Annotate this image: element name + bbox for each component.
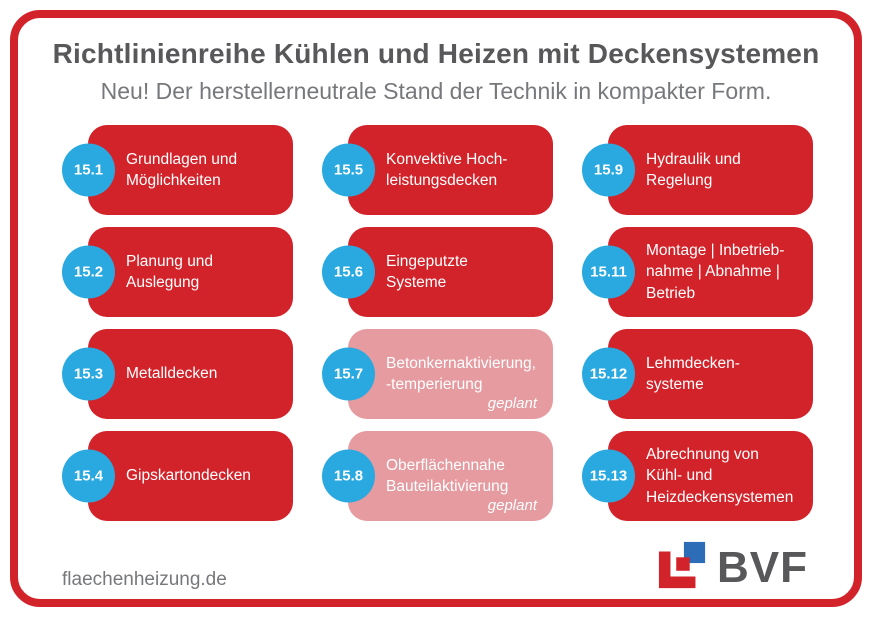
card-label: Oberflächennahe Bauteilaktivierung <box>386 455 508 497</box>
card-label-line: Systeme <box>386 274 447 291</box>
card-15-6: 15.6 Eingeputzte Systeme <box>322 227 553 317</box>
card-label-line: Oberflächennahe <box>386 456 505 474</box>
card-label: Betonkernaktivierung, -temperierung <box>386 353 536 395</box>
chapter-number-badge: 15.7 <box>322 347 375 401</box>
chapter-number-badge: 15.9 <box>582 143 635 197</box>
card-label-line: Lehmdecken- <box>646 354 740 372</box>
website-url: flaechenheizung.de <box>62 569 227 590</box>
chapter-number-badge: 15.12 <box>582 347 635 401</box>
bvf-logo: BVF <box>657 540 808 595</box>
card-label-line: Heizdeckensystemen <box>646 488 794 506</box>
chapter-number-badge: 15.13 <box>582 449 635 503</box>
card-label-line: Montage | Inbetrieb- <box>646 242 785 260</box>
card-15-11: 15.11 Montage | Inbetrieb- nahme | Abnah… <box>582 227 813 317</box>
card-label-line: Metalldecken <box>126 365 218 383</box>
card-label-line: -temperierung <box>386 376 483 393</box>
chapter-number-badge: 15.8 <box>322 449 375 503</box>
chapter-number-badge: 15.4 <box>62 449 115 503</box>
card-label-line: Bauteilaktivierung <box>386 478 509 495</box>
card-15-2: 15.2 Planung und Auslegung <box>62 227 293 317</box>
card-15-13: 15.13 Abrechnung von Kühl- und Heizdecke… <box>582 431 813 521</box>
card-label-line: Gipskartondecken <box>126 467 251 485</box>
card-label: Konvektive Hoch- leistungsdecken <box>386 149 507 191</box>
card-label-line: Eingeputzte <box>386 252 468 270</box>
planned-label: geplant <box>487 395 537 412</box>
card-label-line: Regelung <box>646 172 713 189</box>
card-15-5: 15.5 Konvektive Hoch- leistungsdecken <box>322 125 553 215</box>
bvf-logo-text: BVF <box>717 542 808 592</box>
card-15-12: 15.12 Lehmdecken- systeme <box>582 329 813 419</box>
card-15-9: 15.9 Hydraulik und Regelung <box>582 125 813 215</box>
card-label-line: Betonkernaktivierung, <box>386 354 536 372</box>
card-label: Gipskartondecken <box>126 465 251 486</box>
card-label-line: leistungsdecken <box>386 172 498 189</box>
card-15-8: 15.8 Oberflächennahe Bauteilaktivierung … <box>322 431 553 521</box>
card-label-line: Planung und <box>126 252 214 270</box>
card-label-line: Möglichkeiten <box>126 172 221 189</box>
card-label-line: Betrieb <box>646 284 696 302</box>
card-label: Eingeputzte Systeme <box>386 251 468 293</box>
card-label-line: systeme <box>646 376 704 393</box>
card-label-line: Abrechnung von <box>646 446 759 464</box>
chapter-number-badge: 15.1 <box>62 143 115 197</box>
card-label-line: Hydraulik und <box>646 150 741 168</box>
card-label: Grundlagen und Möglichkeiten <box>126 149 237 191</box>
card-label-line: Auslegung <box>126 274 200 291</box>
chapter-number-badge: 15.6 <box>322 245 375 299</box>
card-label-line: Grundlagen und <box>126 150 238 168</box>
card-label: Abrechnung von Kühl- und Heizdeckensyste… <box>646 444 793 507</box>
card-label-line: Kühl- und <box>646 467 713 485</box>
chapter-number-badge: 15.5 <box>322 143 375 197</box>
chapter-number-badge: 15.3 <box>62 347 115 401</box>
card-15-3: 15.3 Metalldecken <box>62 329 293 419</box>
card-15-7: 15.7 Betonkernaktivierung, -temperierung… <box>322 329 553 419</box>
planned-label: geplant <box>487 497 537 514</box>
chapter-number-badge: 15.11 <box>582 245 635 299</box>
card-label-line: nahme | Abnahme | <box>646 263 780 281</box>
card-label: Montage | Inbetrieb- nahme | Abnahme | B… <box>646 240 784 303</box>
chapter-number-badge: 15.2 <box>62 245 115 299</box>
card-label: Lehmdecken- systeme <box>646 353 740 395</box>
card-label: Metalldecken <box>126 363 217 384</box>
card-grid: 15.1 Grundlagen und Möglichkeiten 15.2 P… <box>62 125 813 521</box>
card-label: Planung und Auslegung <box>126 251 213 293</box>
card-label-line: Konvektive Hoch- <box>386 150 508 168</box>
bvf-logo-icon <box>657 540 707 595</box>
card-15-1: 15.1 Grundlagen und Möglichkeiten <box>62 125 293 215</box>
card-15-4: 15.4 Gipskartondecken <box>62 431 293 521</box>
page-title: Richtlinienreihe Kühlen und Heizen mit D… <box>52 38 820 69</box>
card-label: Hydraulik und Regelung <box>646 149 741 191</box>
page-subtitle: Neu! Der herstellerneutrale Stand der Te… <box>100 78 772 104</box>
